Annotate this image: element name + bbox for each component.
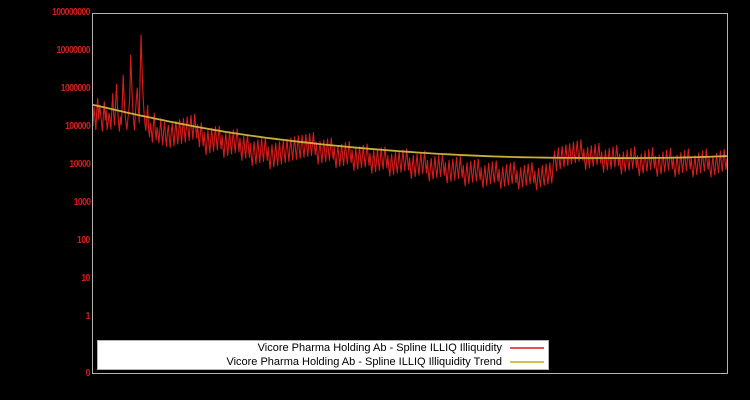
plot-border bbox=[92, 13, 728, 374]
legend-swatch-series bbox=[510, 347, 544, 349]
plot-area bbox=[93, 14, 727, 373]
y-tick-label: 0 bbox=[85, 368, 91, 379]
y-tick-label: 100000000 bbox=[52, 7, 90, 18]
legend-label-trend: Vicore Pharma Holding Ab - Spline ILLIQ … bbox=[226, 356, 502, 368]
legend-entry-series[interactable]: Vicore Pharma Holding Ab - Spline ILLIQ … bbox=[98, 341, 548, 355]
y-tick-label: 1 bbox=[85, 311, 91, 322]
y-tick-label: 100 bbox=[77, 235, 90, 246]
illiquidity-series-line bbox=[93, 34, 727, 191]
y-tick-label: 10 bbox=[81, 273, 91, 284]
legend-label-series: Vicore Pharma Holding Ab - Spline ILLIQ … bbox=[257, 342, 502, 354]
y-tick-label: 1000 bbox=[73, 197, 90, 208]
legend-entry-trend[interactable]: Vicore Pharma Holding Ab - Spline ILLIQ … bbox=[98, 355, 548, 369]
y-tick-label: 10000000 bbox=[56, 45, 91, 56]
chart-canvas bbox=[93, 34, 727, 191]
y-tick-label: 1000000 bbox=[60, 83, 91, 94]
chart-legend[interactable]: Vicore Pharma Holding Ab - Spline ILLIQ … bbox=[97, 340, 549, 370]
y-tick-label: 100000 bbox=[64, 121, 91, 132]
y-tick-label: 10000 bbox=[69, 159, 91, 170]
legend-swatch-trend bbox=[510, 361, 544, 363]
illiquidity-trend-line bbox=[93, 104, 727, 159]
